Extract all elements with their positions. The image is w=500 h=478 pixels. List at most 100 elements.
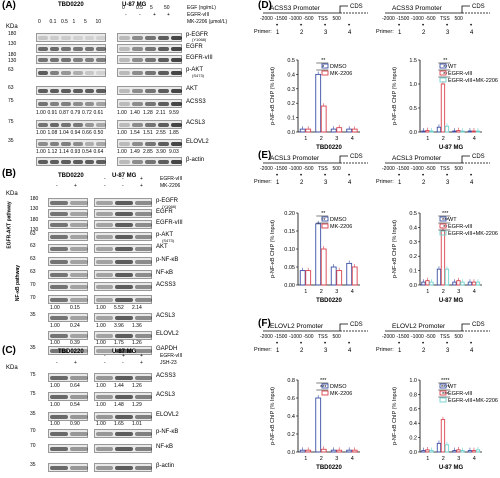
b-blot-row-4-tbd [48,244,88,253]
b-blot-row-7-tbd [48,282,88,291]
a-protein-label: ACSS3 [186,99,206,105]
a-elovl2-u87-band [132,142,143,146]
c-blot-row-4-u87 [94,444,152,453]
chart-d-right-x-tick-label: 3 [457,136,460,142]
chart-d-left-x-tick-label: 2 [320,136,323,142]
a-quant-acsl3: 1.00 [36,130,46,136]
b-blot-row-10-u87 [94,331,152,340]
chart-d-right-scale-tick: -1000 [411,16,424,22]
chart-f-left-scale-tick: -1000 [289,334,302,340]
c-blot-row-0-u87-band [115,376,133,380]
panel-label-f: (F) [258,318,271,329]
a-quant-elovl2: 1.00 [36,149,46,155]
chart-f-left-x-tick-label: 1 [304,456,307,462]
chart-e-right-scale-tick: -1000 [411,166,424,172]
chart-f-left-tss-arrow [339,323,348,331]
b-blot-row-7-tbd-band [70,285,88,289]
c-blot-row-5-u87-band [96,466,114,470]
c-egfrviii-mark: + [140,353,143,359]
chart-f-left-x-tick-label: 2 [320,456,323,462]
a-quant-elovl2: 2.85 [143,149,153,155]
b-mk-mark: + [74,183,77,189]
b-quant-elovl2: 1.26 [132,340,142,346]
b-pathway-1: EGFR-AKT pathway [6,201,13,249]
b-blot-row-3-tbd-band [70,235,88,239]
chart-d-right-bar [425,130,430,133]
a-egfr-tbd-band [73,47,83,51]
chart-e-left-legend-label: MK-2206 [330,224,352,230]
a-quant-acss3: 1.00 [36,110,46,116]
a-quant-acsl3: 1.04 [59,130,69,136]
chart-e-left-x-tick-label: 4 [351,289,354,295]
a-egfrviii-mark: - [125,12,127,18]
b-quant-acss3: 1.00 [96,305,106,311]
a-egfrviii-u87-band [158,58,169,62]
a-mw-marker: 75 [8,119,14,125]
c-quant-acsl3: 1.29 [132,402,142,408]
b-mw-marker: 63 [30,269,36,275]
b-protein-label: p-EGFR [156,198,179,204]
a-acss3-u87-band [171,102,182,106]
a-mw-marker: 130 [8,58,17,64]
chart-e-right-x-tick-label: 1 [426,289,429,295]
b-blot-row-0-u87 [94,198,152,207]
a-elovl2-tbd-band [38,142,48,146]
a-cell-line-2: U-87 MG [122,2,147,8]
c-blot-row-0-u87-band [96,376,114,380]
chart-f-right-x-tick-label: 4 [473,456,476,462]
b-protein-label: (Y1068) [162,204,177,209]
a-pakt-tbd-band [38,71,48,75]
a-quant-acss3: 9.59 [169,110,179,116]
b-blot-row-8-u87-band [134,298,152,302]
chart-d-left-y-tick-label: 0.2 [287,101,295,107]
a-acss3-u87 [117,99,182,108]
chart-d-right-bar [471,130,477,133]
b-quant-acsl3: 1.36 [132,323,142,329]
chart-f-left-bar [315,397,322,453]
c-blot-row-5-u87-band [115,466,133,470]
a-pegfr-tbd-band [96,36,106,40]
b-egfrviii-mark: + [140,176,143,182]
chart-e-right-legend-swatch [439,223,447,229]
b-blot-row-1-tbd-band [50,212,68,216]
chart-f-right-legend-label: WT [448,384,457,390]
b-blot-row-4-u87-band [96,247,114,251]
chart-e-right-x-tick-label: 4 [473,289,476,295]
a-elovl2-u87-band [145,142,156,146]
c-blot-row-2-u87-band [96,415,114,419]
a-elovl2-tbd-band [49,142,60,146]
chart-d-right-bar [460,130,465,133]
a-pegfr-tbd-band [38,36,48,40]
c-egfrviii-mark: - [104,353,106,359]
c-blot-row-0-tbd-band [50,376,68,380]
a-mw-marker: 75 [8,98,14,104]
a-akt-tbd-band [84,89,95,93]
a-pegfr-u87-band [145,36,156,40]
a-acsl3-tbd-band [38,123,48,127]
chart-d-left-x-tick-label: 4 [351,136,354,142]
chart-d-left-bar [346,128,353,133]
chart-d-left-primer-num: 3 [324,30,328,36]
a-pakt-tbd-band [84,71,95,75]
b-blot-row-11-u87-band [115,349,133,353]
a-elovl2-tbd [36,139,106,148]
chart-e-left-xlabel: TBD0220 [316,298,342,304]
chart-d-right-ylabel: p-NF-κB ChIP (% Input) [392,67,398,125]
chart-f-right-primer-num: 4 [470,348,474,354]
a-egfr-tbd [36,44,106,53]
chart-d-left-scale-tick: -500 [304,16,314,22]
a-egfrviii-label: EGFR-vIII [187,12,210,18]
b-blot-row-9-u87-band [115,316,133,320]
chart-e-left-primer-num: 3 [324,180,328,186]
chart-f-right-bar [421,450,426,453]
a-protein-label: EGFR-vIII [186,55,213,61]
chart-f-left-ylabel: p-NF-κB ChIP (% Input) [270,387,276,445]
a-egfrviii-u87 [117,55,182,64]
b-blot-row-6-tbd-band [50,273,68,277]
chart-d-right-primer-num: 3 [446,30,450,36]
a-pakt-tbd-band [49,71,60,75]
a-egfrviii-mark: + [153,12,156,18]
chart-f-right-ylabel: p-NF-κB ChIP (% Input) [392,387,398,445]
chart-e-left-primer-dot: • [348,173,350,179]
b-blot-row-6-u87 [94,270,152,279]
